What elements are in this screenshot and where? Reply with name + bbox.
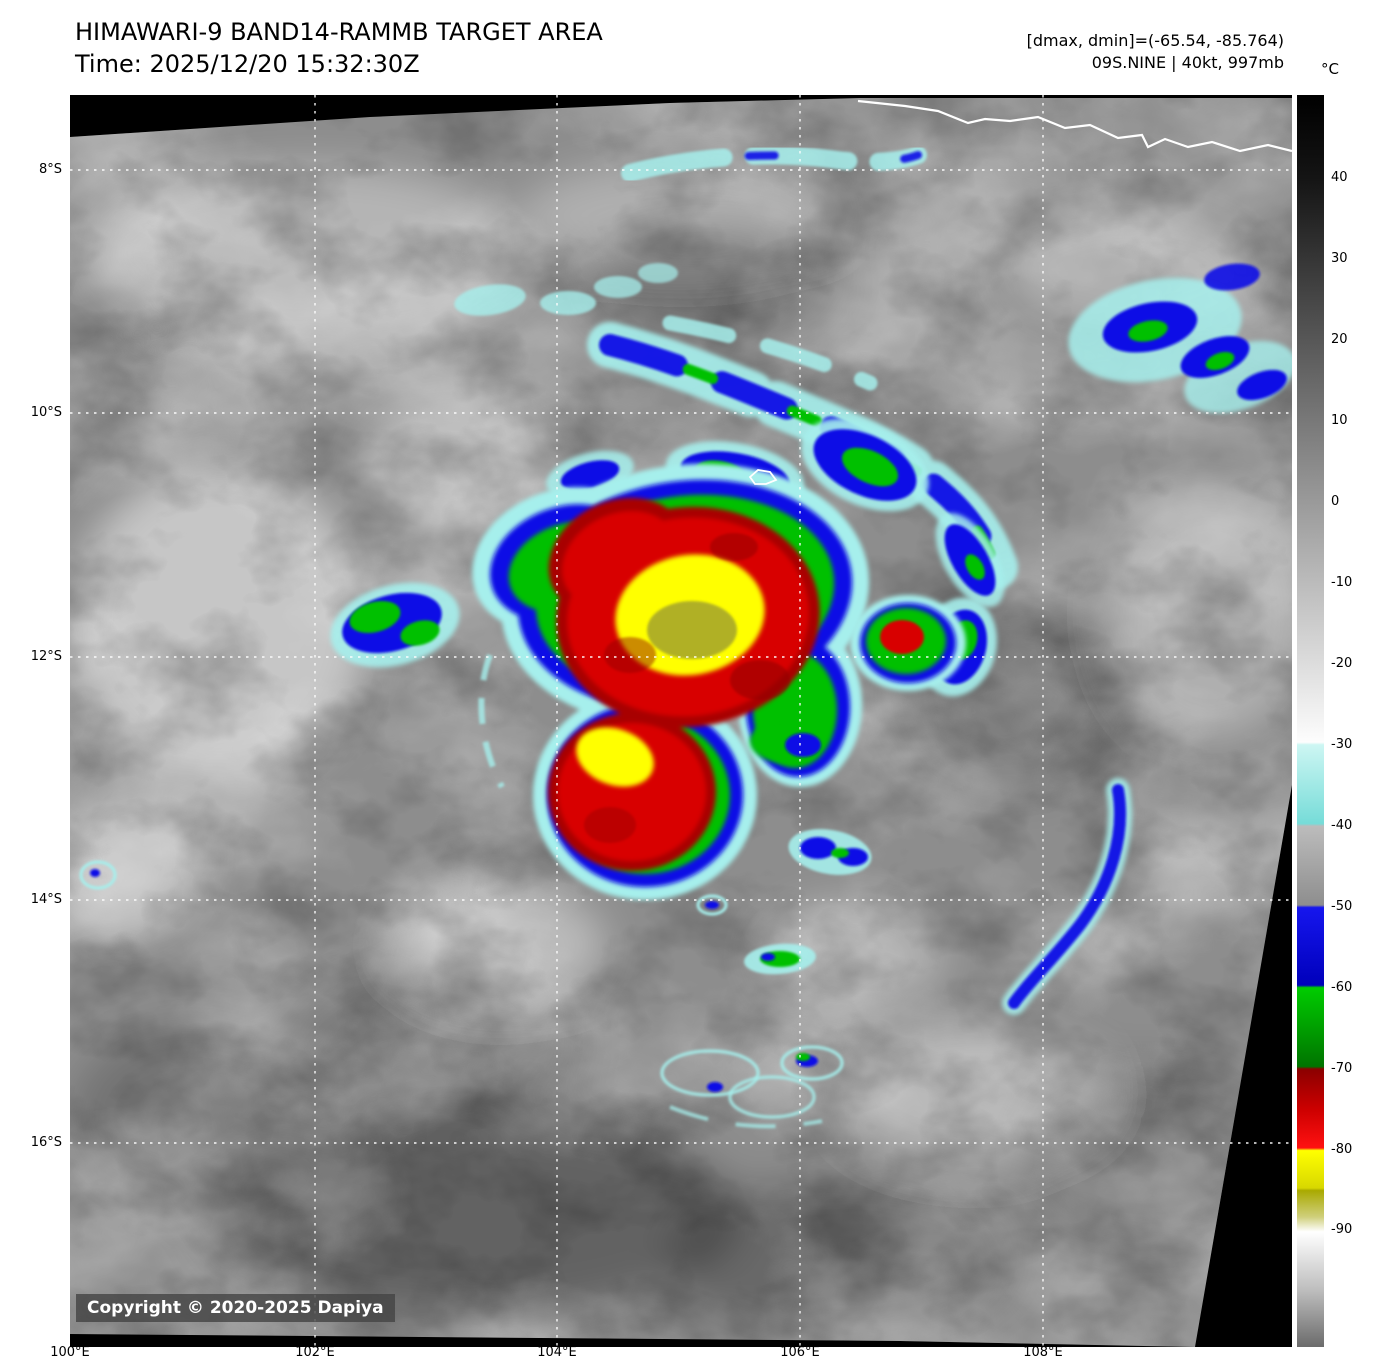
satellite-image (70, 95, 1292, 1347)
lon-label: 100°E (50, 1345, 90, 1359)
header-info: [dmax, dmin]=(-65.54, -85.764) 09S.NINE … (1027, 30, 1284, 74)
colorbar-tick-label: -60 (1331, 980, 1353, 995)
colorbar-tick-label: -30 (1331, 737, 1353, 752)
lat-label: 8°S (38, 162, 62, 177)
colorbar-tick-label: 0 (1331, 494, 1340, 509)
coastline (857, 99, 1292, 153)
lon-label: 104°E (537, 1345, 577, 1359)
colorbar-tick-label: -50 (1331, 899, 1353, 914)
copyright-label: Copyright © 2020-2025 Dapiya (76, 1294, 395, 1322)
lat-label: 14°S (30, 892, 62, 907)
colorbar-tick-label: -10 (1331, 575, 1353, 590)
storm-id-readout: 09S.NINE | 40kt, 997mb (1091, 53, 1284, 72)
colorbar-bar (1297, 95, 1324, 1347)
lat-label: 16°S (30, 1135, 62, 1150)
lat-lon-gridlines (70, 95, 1292, 1347)
lat-label: 12°S (30, 649, 62, 664)
map-area: Copyright © 2020-2025 Dapiya (70, 95, 1292, 1347)
colorbar-tick-label: 10 (1331, 413, 1348, 428)
colorbar-tick-label: -80 (1331, 1142, 1353, 1157)
colorbar-tick-label: -40 (1331, 818, 1353, 833)
colorbar-tick-label: 30 (1331, 251, 1348, 266)
colorbar-tick-label: -20 (1331, 656, 1353, 671)
colorbar-unit-label: °C (1321, 60, 1339, 78)
dmax-dmin-readout: [dmax, dmin]=(-65.54, -85.764) (1026, 31, 1284, 50)
island-outline (748, 469, 778, 485)
lon-label: 108°E (1023, 1345, 1063, 1359)
lon-label: 102°E (295, 1345, 335, 1359)
storm-east-cell (850, 595, 997, 697)
colorbar-tick-label: 40 (1331, 170, 1348, 185)
product-time: Time: 2025/12/20 15:32:30Z (75, 50, 420, 78)
storm-cold-overshoot (647, 601, 737, 659)
lat-label: 10°S (30, 405, 62, 420)
storm-red-texture (584, 533, 790, 843)
colorbar-tick-label: -90 (1331, 1222, 1353, 1237)
colorbar-tick-label: 20 (1331, 332, 1348, 347)
colorbar-tick-label: -70 (1331, 1061, 1353, 1076)
page-title: HIMAWARI-9 BAND14-RAMMB TARGET AREA (75, 18, 603, 46)
data-region (70, 98, 1292, 1347)
storm-blue-notch (785, 733, 821, 757)
convective-bands (79, 146, 1292, 1129)
lon-label: 106°E (780, 1345, 820, 1359)
